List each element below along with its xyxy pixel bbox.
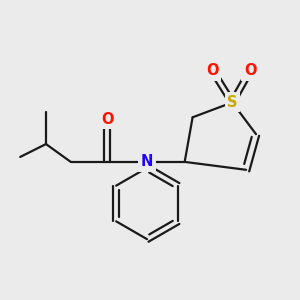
Text: O: O — [244, 63, 256, 78]
Text: O: O — [101, 112, 114, 127]
Text: S: S — [227, 95, 238, 110]
Text: N: N — [141, 154, 153, 169]
Text: O: O — [206, 63, 219, 78]
